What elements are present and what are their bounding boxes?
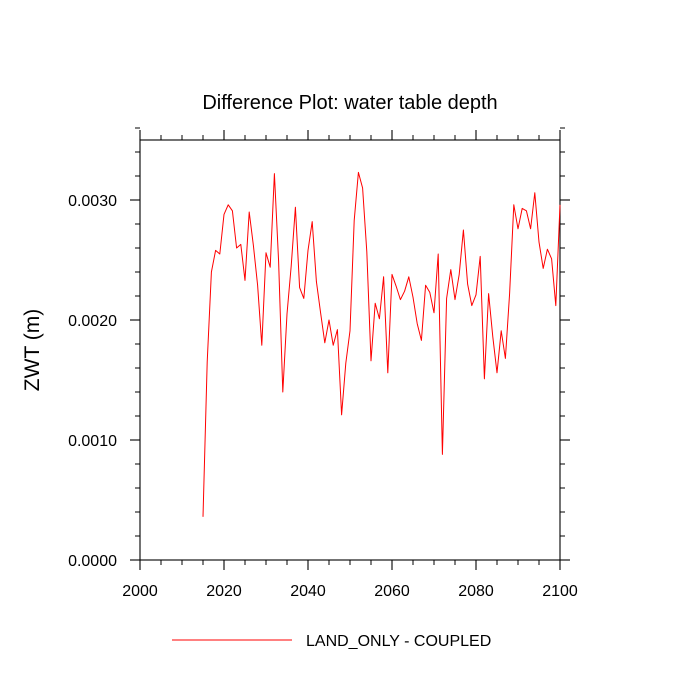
x-tick-label: 2080 xyxy=(458,583,494,600)
y-tick-label: 0.0010 xyxy=(68,433,117,450)
y-tick-label: 0.0000 xyxy=(68,553,117,570)
series-layer xyxy=(202,171,561,517)
legend-label-land-only-coupled: LAND_ONLY - COUPLED xyxy=(306,633,491,650)
axis-tick-labels: 2000 2020 2040 2060 2080 2100 0.0000 0.0010 0.00… xyxy=(68,193,578,600)
x-tick-label: 2100 xyxy=(542,583,578,600)
axis-ticks xyxy=(130,127,570,570)
legend: LAND_ONLY - COUPLED xyxy=(172,633,491,650)
x-tick-label: 2020 xyxy=(206,583,242,600)
x-tick-label: 2000 xyxy=(122,583,158,600)
y-tick-label: 0.0020 xyxy=(68,313,117,330)
plot-area-frame xyxy=(139,139,561,561)
y-tick-label: 0.0030 xyxy=(68,193,117,210)
x-tick-label: 2040 xyxy=(290,583,326,600)
series-line-land-only-coupled xyxy=(202,171,561,517)
x-tick-label: 2060 xyxy=(374,583,410,600)
chart-title: Difference Plot: water table depth xyxy=(202,92,497,114)
y-axis-label: ZWT (m) xyxy=(21,309,44,391)
